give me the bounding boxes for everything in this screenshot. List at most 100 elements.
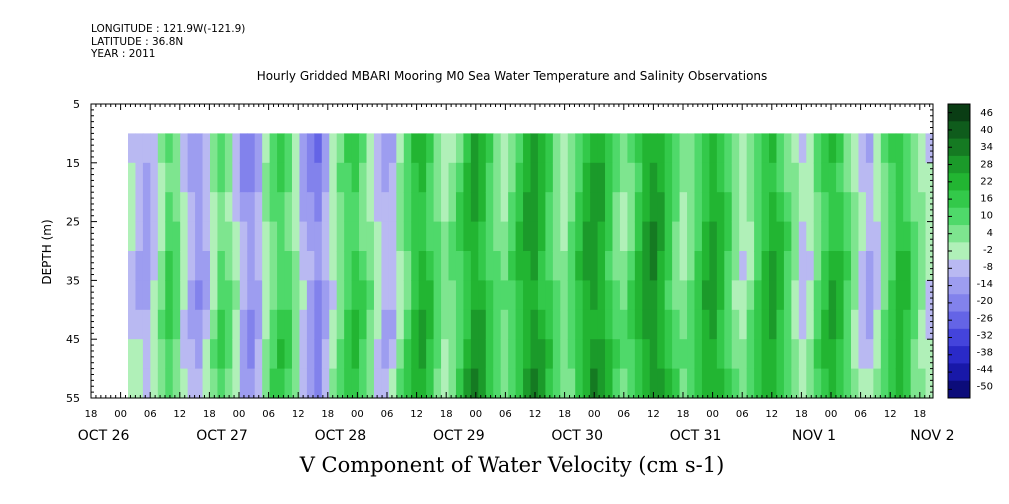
heatmap-cell	[187, 309, 196, 340]
heatmap-cell	[373, 339, 383, 370]
heatmap-cell	[739, 192, 748, 223]
heatmap-cell	[828, 221, 837, 252]
heatmap-cell	[552, 133, 561, 164]
heatmap-cell	[761, 221, 770, 252]
heatmap-cell	[329, 192, 338, 223]
heatmap-cell	[545, 192, 554, 223]
heatmap-cell	[426, 192, 435, 223]
heatmap-cell	[545, 309, 554, 340]
heatmap-cell	[903, 339, 912, 370]
heatmap-cell	[232, 192, 241, 223]
heatmap-cell	[552, 368, 561, 399]
heatmap-cell	[813, 162, 822, 193]
heatmap-cell	[172, 133, 181, 164]
heatmap-cell	[299, 368, 308, 399]
heatmap-cell	[791, 192, 800, 223]
heatmap-cell	[821, 368, 830, 399]
x-hour-label: 06	[144, 409, 157, 420]
heatmap-cell	[247, 221, 256, 252]
heatmap-cell	[709, 133, 718, 164]
heatmap-cell	[418, 309, 427, 340]
heatmap-cell	[388, 280, 397, 311]
heatmap-cell	[470, 368, 479, 399]
heatmap-cell	[672, 368, 681, 399]
heatmap-cell	[515, 368, 524, 399]
heatmap-cell	[277, 339, 286, 370]
heatmap-cell	[619, 221, 628, 252]
heatmap-cell	[657, 221, 666, 252]
heatmap-cell	[776, 309, 785, 340]
heatmap-cell	[858, 133, 867, 164]
heatmap-cell	[157, 221, 166, 252]
x-hour-label: 06	[381, 409, 394, 420]
heatmap-cell	[769, 280, 778, 311]
heatmap-cell	[455, 251, 465, 281]
heatmap-cell	[567, 309, 576, 340]
heatmap-cell	[299, 162, 308, 193]
heatmap-cell	[597, 133, 606, 164]
heatmap-cell	[329, 309, 338, 340]
heatmap-cell	[180, 133, 189, 164]
heatmap-cell	[627, 339, 636, 370]
heatmap-cell	[724, 339, 733, 370]
heatmap-cell	[284, 339, 293, 370]
heatmap-cell	[515, 339, 524, 370]
heatmap-cell	[724, 309, 733, 340]
heatmap-cell	[627, 368, 636, 399]
y-tick-label: 45	[66, 333, 80, 346]
heatmap-cell	[142, 368, 151, 399]
heatmap-cell	[306, 339, 315, 370]
heatmap-cell	[843, 192, 852, 223]
heatmap-cell	[537, 192, 546, 223]
heatmap-cell	[306, 309, 315, 340]
heatmap-cell	[202, 251, 211, 281]
heatmap-cell	[858, 309, 867, 340]
heatmap-cell	[336, 251, 345, 281]
heatmap-cell	[634, 280, 643, 311]
heatmap-cell	[135, 251, 144, 281]
heatmap-cell	[224, 162, 233, 193]
heatmap-cell	[314, 251, 323, 281]
heatmap-cell	[821, 133, 830, 164]
heatmap-cell	[366, 162, 375, 193]
heatmap-cell	[880, 133, 889, 164]
heatmap-cell	[813, 251, 822, 281]
x-hour-label: 06	[736, 409, 749, 420]
heatmap-cell	[798, 162, 807, 193]
heatmap-cell	[537, 339, 546, 370]
heatmap-cell	[455, 280, 465, 311]
heatmap-cell	[582, 192, 591, 223]
heatmap-cell	[634, 339, 643, 370]
heatmap-cell	[381, 339, 390, 370]
heatmap-cell	[776, 221, 785, 252]
heatmap-cell	[813, 339, 822, 370]
heatmap-cell	[612, 280, 621, 311]
heatmap-cell	[254, 162, 263, 193]
heatmap-cell	[478, 162, 487, 193]
heatmap-cell	[478, 251, 487, 281]
heatmap-cell	[798, 221, 807, 252]
heatmap-cell	[664, 221, 673, 252]
heatmap-cell	[567, 192, 576, 223]
heatmap-cell	[590, 251, 599, 281]
colorbar-swatch	[948, 363, 970, 382]
heatmap-cell	[128, 192, 137, 223]
heatmap-cell	[269, 192, 278, 223]
heatmap-cell	[441, 133, 450, 164]
heatmap-cell	[180, 251, 189, 281]
heatmap-cell	[836, 339, 845, 370]
heatmap-cell	[314, 280, 323, 311]
heatmap-cell	[418, 280, 427, 311]
heatmap-cell	[359, 133, 368, 164]
heatmap-cell	[500, 221, 509, 252]
heatmap-cell	[664, 162, 673, 193]
heatmap-cell	[403, 368, 412, 399]
heatmap-cell	[679, 162, 688, 193]
x-hour-label: 18	[440, 409, 453, 420]
heatmap-cell	[821, 339, 830, 370]
heatmap-cell	[433, 133, 442, 164]
heatmap-cell	[664, 339, 673, 370]
heatmap-cell	[448, 280, 457, 311]
heatmap-cell	[411, 339, 420, 370]
